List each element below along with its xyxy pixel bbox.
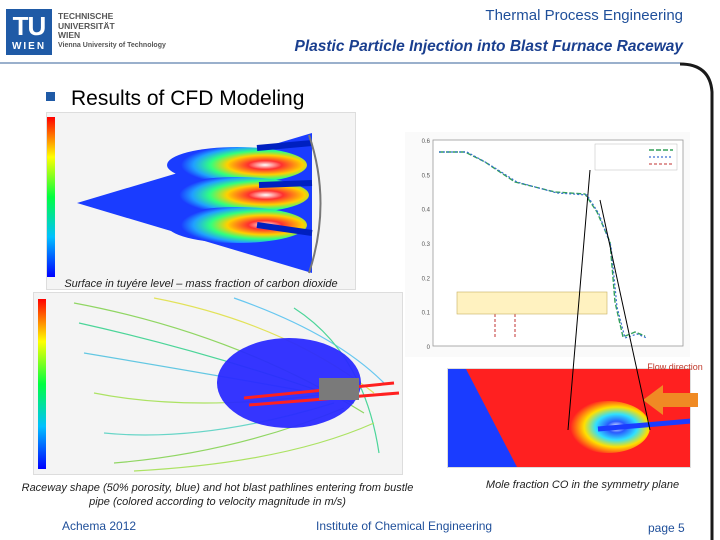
series-line-2 bbox=[439, 151, 648, 339]
y-tick-label: 0.1 bbox=[422, 311, 431, 317]
line-chart: 0 0.1 0.2 0.3 0.4 0.5 0.6 bbox=[422, 139, 684, 351]
legend bbox=[594, 143, 678, 171]
y-tick-label: 0 bbox=[427, 345, 431, 351]
figure-4-caption: Mole fraction CO in the symmetry plane bbox=[485, 479, 680, 491]
y-tick-label: 0.4 bbox=[422, 208, 431, 214]
figure-1-caption: Surface in tuyére level – mass fraction … bbox=[64, 278, 338, 290]
uni-line-1: TECHNISCHE bbox=[58, 11, 114, 21]
figure-raceway-pathlines bbox=[33, 292, 403, 475]
institute-header: Thermal Process Engineering bbox=[485, 7, 683, 24]
header-divider bbox=[0, 62, 680, 64]
co-contour-plot bbox=[448, 369, 690, 467]
y-axis-ticks: 0 0.1 0.2 0.3 0.4 0.5 0.6 bbox=[422, 139, 431, 351]
footer-institute: Institute of Chemical Engineering bbox=[316, 519, 493, 533]
pathline-plot bbox=[38, 297, 400, 472]
uni-line-4: Vienna University of Technology bbox=[58, 41, 166, 49]
footer-event: Achema 2012 bbox=[62, 519, 137, 533]
logo-sub: WIEN bbox=[11, 41, 47, 52]
university-name: TECHNISCHE UNIVERSITÄT WIEN Vienna Unive… bbox=[58, 11, 166, 50]
figure-line-chart: 0 0.1 0.2 0.3 0.4 0.5 0.6 bbox=[405, 132, 690, 357]
tu-wien-logo: TU WIEN TECHNISCHE UNIVERSITÄT WIEN Vien… bbox=[6, 9, 166, 55]
hot-zone-1 bbox=[167, 147, 307, 183]
coke-bed-region bbox=[448, 369, 517, 467]
slide-title: Plastic Particle Injection into Blast Fu… bbox=[294, 38, 684, 55]
section-heading-text: Results of CFD Modeling bbox=[71, 87, 305, 110]
hot-zone-3 bbox=[167, 207, 307, 243]
annotation-box bbox=[456, 291, 608, 315]
logo-text: TU bbox=[12, 11, 47, 41]
uni-line-2: UNIVERSITÄT bbox=[58, 20, 115, 31]
logo-box bbox=[6, 9, 52, 55]
tuyere-nozzle bbox=[319, 378, 359, 400]
page-number: page 5 bbox=[648, 521, 685, 535]
decorative-curve bbox=[680, 62, 714, 540]
bullet-icon bbox=[46, 92, 55, 101]
figure-co2-mass-fraction bbox=[46, 112, 356, 290]
callout-lines bbox=[567, 170, 651, 431]
y-tick-label: 0.2 bbox=[422, 276, 431, 282]
wall-outline bbox=[308, 134, 322, 274]
tuyeres bbox=[256, 140, 313, 236]
y-tick-label: 0.6 bbox=[422, 139, 431, 145]
colorbar bbox=[38, 299, 46, 469]
y-tick-label: 0.5 bbox=[422, 173, 431, 179]
flow-direction-arrow-icon bbox=[643, 385, 698, 415]
uni-line-3: WIEN bbox=[58, 30, 81, 40]
section-heading: Results of CFD Modeling bbox=[46, 87, 304, 111]
flow-direction-label: Flow direction bbox=[647, 362, 703, 372]
figure-2-caption: Raceway shape (50% porosity, blue) and h… bbox=[21, 482, 414, 508]
colorbar bbox=[47, 117, 55, 277]
co2-contour-plot bbox=[47, 117, 322, 277]
y-tick-label: 0.3 bbox=[422, 242, 431, 248]
lance-jet bbox=[597, 418, 690, 432]
